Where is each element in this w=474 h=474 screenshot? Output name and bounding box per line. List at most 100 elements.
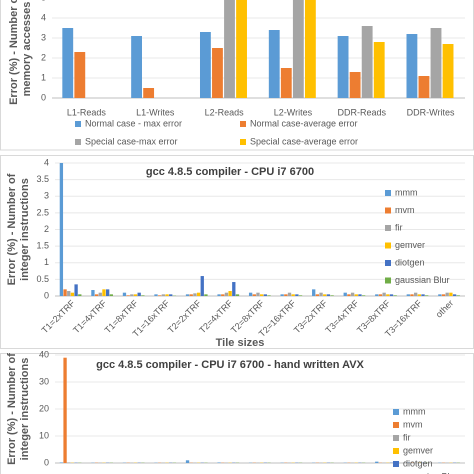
bar (122, 292, 127, 296)
bar (260, 294, 264, 296)
y-tick-label: 0 (41, 92, 46, 102)
y-tick-label: 1.5 (36, 241, 49, 251)
bar (361, 26, 373, 98)
bar (410, 294, 414, 296)
bar (280, 68, 292, 98)
bar (425, 295, 429, 296)
x-tick-label: L1-Reads (67, 107, 107, 117)
chart-title: gcc 4.8.5 compiler - CPU i7 6700 - hand … (96, 359, 364, 371)
legend-label: mmm (403, 406, 426, 416)
y-axis-title: memory accesses (21, 2, 33, 97)
y-tick-label: 0 (44, 457, 49, 467)
legend-label: gaussian Blur (403, 471, 458, 474)
legend-swatch (393, 435, 399, 441)
bar (304, 0, 316, 98)
bar (349, 72, 361, 98)
legend-swatch (385, 277, 391, 284)
bar (456, 295, 460, 296)
legend-swatch (385, 242, 391, 249)
bar (291, 294, 295, 296)
bar (102, 289, 106, 296)
y-tick-label: 40 (39, 349, 49, 359)
bar (94, 294, 99, 296)
bar (62, 28, 74, 98)
bar (185, 294, 190, 296)
y-tick-label: 2 (41, 52, 46, 62)
bar (361, 295, 366, 296)
legend-swatch (393, 461, 399, 467)
bar (284, 294, 288, 296)
y-tick-label: 2 (44, 224, 49, 234)
bar (224, 0, 235, 98)
bar (442, 44, 454, 98)
bar (217, 462, 221, 463)
x-tick-label: L1-Writes (136, 107, 175, 117)
bar (199, 32, 211, 98)
bar (354, 294, 358, 296)
bar (217, 294, 221, 296)
bar (143, 88, 155, 98)
bar (141, 295, 145, 296)
bar (161, 294, 166, 296)
bar (236, 0, 247, 98)
bar (74, 52, 86, 98)
bar (126, 295, 130, 296)
bar (105, 289, 110, 296)
bar (418, 76, 430, 98)
bar (347, 294, 351, 296)
bar (256, 292, 260, 296)
y-axis-title: Error (%) - Number of (8, 0, 20, 105)
legend-label: mmm (395, 187, 418, 197)
bar (375, 294, 379, 296)
bar (441, 294, 446, 296)
y-tick-label: 30 (39, 376, 49, 386)
y-tick-label: 0.5 (36, 274, 49, 284)
legend-label: gaussian Blur (395, 275, 450, 285)
bar (221, 294, 225, 296)
bar (200, 276, 204, 296)
legend-swatch (75, 139, 81, 145)
y-axis-title: integer instructions (19, 178, 31, 281)
legend-swatch (385, 260, 391, 266)
x-tick-label: DDR-Writes (407, 107, 455, 117)
bar (154, 294, 158, 296)
bar (295, 294, 299, 296)
legend-label: gemver (403, 445, 433, 455)
bar (169, 294, 173, 296)
bar (445, 292, 449, 296)
legend-label: Normal case - max error (85, 118, 182, 128)
bar (59, 462, 64, 463)
bar (315, 294, 320, 296)
legend-label: gemver (395, 240, 425, 250)
legend-swatch (393, 409, 399, 415)
bar (449, 292, 453, 296)
legend-swatch (240, 121, 246, 127)
y-tick-label: 3 (44, 191, 49, 201)
bar (393, 295, 397, 296)
legend-label: diotgen (403, 458, 433, 468)
x-axis-title: Tile sizes (216, 337, 265, 349)
bar (414, 292, 418, 296)
legend-label: fir (403, 432, 411, 442)
bar (185, 460, 190, 463)
y-axis-title: Error (%) - Number of (6, 353, 18, 465)
bar (224, 292, 229, 296)
bar (63, 289, 67, 296)
bar (358, 294, 362, 296)
bar (67, 462, 71, 463)
bar (280, 294, 284, 296)
bar (330, 295, 334, 296)
legend-swatch (385, 207, 391, 214)
bar (326, 294, 331, 296)
bar (204, 294, 208, 296)
bar (292, 0, 304, 98)
bar (323, 294, 327, 296)
bar (74, 284, 78, 296)
bar (189, 294, 193, 296)
bar (382, 292, 386, 296)
y-tick-label: 1 (44, 257, 49, 267)
bar (252, 294, 256, 296)
bar (406, 34, 418, 98)
bar (130, 294, 134, 296)
bar (298, 295, 303, 296)
